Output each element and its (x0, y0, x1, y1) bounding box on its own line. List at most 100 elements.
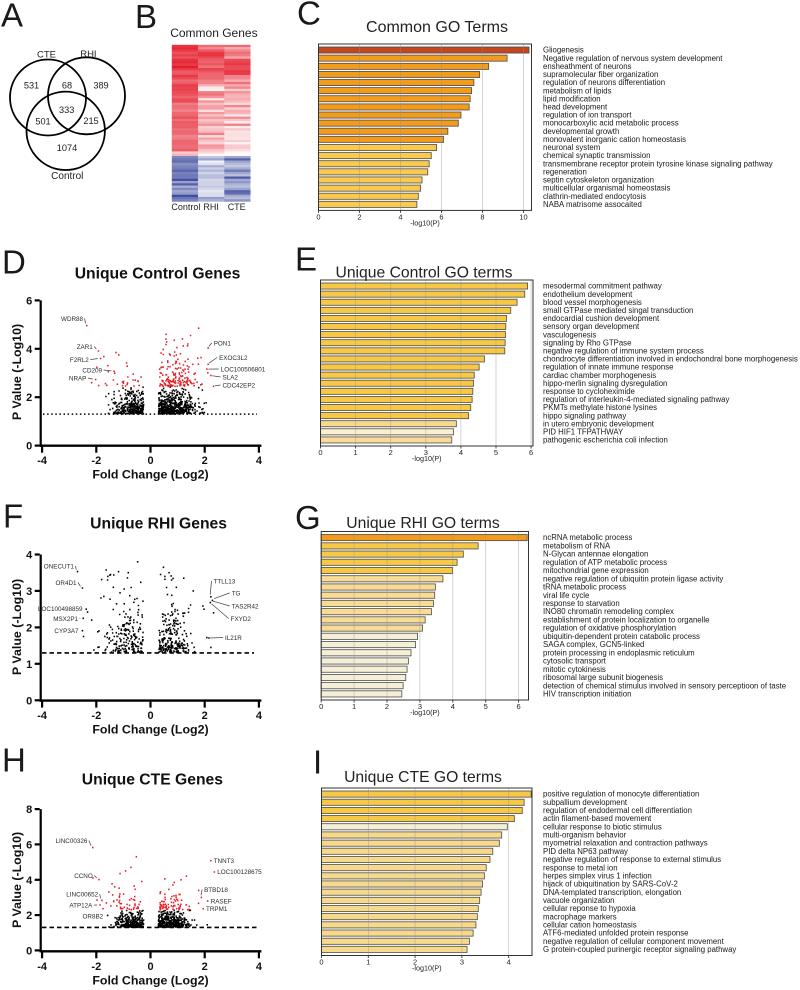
svg-text:Fold Change (Log2): Fold Change (Log2) (92, 723, 208, 737)
svg-text:LOC100498859: LOC100498859 (38, 606, 83, 613)
svg-text:6: 6 (517, 702, 521, 711)
svg-text:negative regulation of ubiquit: negative regulation of ubiquitin protein… (543, 574, 723, 583)
svg-text:5: 5 (484, 702, 488, 711)
svg-text:regulation of interleukin-4-me: regulation of interleukin-4-mediated sig… (543, 395, 729, 404)
svg-text:-2: -2 (91, 455, 101, 467)
svg-text:ONECUT1: ONECUT1 (44, 564, 75, 571)
svg-text:LOC100506801: LOC100506801 (221, 367, 266, 374)
svg-text:LINC00326: LINC00326 (56, 838, 88, 845)
svg-text:HIV transcription initiation: HIV transcription initiation (543, 690, 631, 699)
svg-text:389: 389 (93, 81, 108, 91)
svg-text:in utero embryonic development: in utero embryonic development (543, 419, 655, 428)
svg-text:developmental growth: developmental growth (543, 127, 619, 136)
svg-text:RASEF: RASEF (211, 899, 232, 906)
svg-text:myometrial relaxation and cont: myometrial relaxation and contraction pa… (543, 839, 708, 848)
svg-text:-4: -4 (37, 710, 48, 722)
svg-text:multicellular organismal homeo: multicellular organismal homeostasis (543, 184, 671, 193)
svg-text:response to starvation: response to starvation (543, 599, 620, 608)
svg-text:2: 2 (385, 702, 389, 711)
svg-text:CTE: CTE (228, 202, 246, 212)
svg-text:Unique Control Genes: Unique Control Genes (75, 266, 241, 283)
svg-text:1: 1 (354, 448, 358, 457)
svg-text:1: 1 (26, 659, 32, 671)
svg-text:EXOC3L2: EXOC3L2 (219, 355, 248, 362)
svg-text:CDC42EP2: CDC42EP2 (223, 383, 256, 390)
svg-text:hippo signaling pathway: hippo signaling pathway (543, 411, 626, 420)
svg-text:G: G (295, 499, 321, 536)
svg-text:1074: 1074 (57, 143, 77, 153)
svg-text:0: 0 (316, 212, 320, 221)
svg-text:-log10(P): -log10(P) (410, 218, 440, 227)
svg-text:2: 2 (202, 455, 208, 467)
svg-text:CTE: CTE (37, 50, 56, 61)
svg-text:PID delta NP63 pathway: PID delta NP63 pathway (543, 847, 628, 856)
svg-text:0: 0 (147, 455, 153, 467)
svg-text:multi-organism behavior: multi-organism behavior (543, 831, 627, 840)
svg-text:D: D (2, 244, 26, 281)
svg-text:OR8B2: OR8B2 (83, 914, 104, 921)
svg-text:4: 4 (256, 710, 263, 722)
svg-text:0: 0 (26, 945, 32, 957)
svg-text:cellular reponse to hypoxia: cellular reponse to hypoxia (543, 904, 636, 913)
svg-text:0: 0 (147, 710, 153, 722)
svg-text:regeneration: regeneration (543, 168, 587, 177)
svg-text:lipid modification: lipid modification (543, 94, 601, 103)
svg-text:2: 2 (413, 958, 417, 967)
svg-text:10: 10 (519, 212, 527, 221)
svg-text:3: 3 (418, 702, 422, 711)
svg-text:Control: Control (171, 202, 200, 212)
svg-text:DNA-templated transcription, e: DNA-templated transcription, elongation (543, 888, 681, 897)
svg-text:vasculogenesis: vasculogenesis (543, 330, 596, 339)
svg-text:CD209: CD209 (82, 368, 102, 375)
svg-text:negative regulation of cellula: negative regulation of cellular componen… (543, 937, 725, 946)
svg-text:negative regulation of immune: negative regulation of immune system pro… (543, 347, 704, 356)
svg-text:NRAP: NRAP (69, 376, 87, 383)
svg-text:chemical synaptic transmission: chemical synaptic transmission (543, 151, 650, 160)
svg-text:215: 215 (83, 116, 98, 126)
svg-text:BTBD18: BTBD18 (204, 887, 228, 894)
svg-text:TAS2R42: TAS2R42 (232, 604, 259, 611)
svg-text:333: 333 (59, 105, 74, 115)
svg-text:ribosomal large subunit biogen: ribosomal large subunit biogenesis (543, 673, 663, 682)
svg-text:Gliogenesis: Gliogenesis (543, 46, 584, 55)
svg-text:RHI: RHI (80, 49, 96, 60)
svg-text:6: 6 (529, 448, 533, 457)
svg-text:ncRNA metabolic process: ncRNA metabolic process (543, 533, 632, 542)
svg-text:P Value (-Log10): P Value (-Log10) (10, 832, 24, 928)
svg-text:endothelium development: endothelium development (543, 290, 633, 299)
svg-text:0: 0 (26, 695, 32, 707)
svg-text:B: B (135, 0, 157, 35)
svg-text:supramolecular fiber organizat: supramolecular fiber organization (543, 70, 658, 79)
svg-text:0: 0 (26, 441, 32, 453)
svg-text:WDR88: WDR88 (61, 316, 84, 323)
svg-text:OR4D1: OR4D1 (56, 580, 77, 587)
svg-text:actin filament-based movement: actin filament-based movement (543, 814, 652, 823)
svg-text:regulation of neurons differen: regulation of neurons differentiation (543, 78, 665, 87)
svg-text:G protein-coupled purinergic r: G protein-coupled purinergic receptor si… (543, 945, 736, 954)
svg-text:F2RL2: F2RL2 (70, 357, 89, 364)
svg-text:531: 531 (24, 81, 39, 91)
svg-text:PID HIF1 TFPATHWAY: PID HIF1 TFPATHWAY (543, 427, 624, 436)
svg-text:endocardial cushion developmen: endocardial cushion development (543, 314, 660, 323)
svg-text:macrophage markers: macrophage markers (543, 912, 617, 921)
svg-text:6: 6 (26, 839, 32, 851)
svg-text:chondrocyte differentiation in: chondrocyte differentiation involved in … (543, 355, 798, 364)
svg-text:INO80 chromatin remodeling com: INO80 chromatin remodeling complex (543, 607, 674, 616)
svg-text:C: C (297, 0, 321, 32)
svg-text:tRNA metabolic process: tRNA metabolic process (543, 583, 626, 592)
svg-text:pathogenic escherichia coli in: pathogenic escherichia coli infection (543, 436, 668, 445)
svg-text:0: 0 (147, 961, 153, 973)
svg-text:4: 4 (26, 550, 33, 562)
svg-text:8: 8 (480, 212, 484, 221)
svg-text:regulation of innate immune re: regulation of innate immune response (543, 363, 673, 372)
svg-text:2: 2 (26, 622, 32, 634)
svg-text:3: 3 (460, 958, 464, 967)
svg-text:-4: -4 (37, 455, 48, 467)
svg-text:viral life cycle: viral life cycle (543, 591, 589, 600)
svg-text:response to metal ion: response to metal ion (543, 863, 618, 872)
svg-text:P Value (-Log10): P Value (-Log10) (10, 579, 24, 675)
svg-text:A: A (1, 0, 23, 34)
svg-text:2: 2 (26, 392, 32, 404)
svg-text:0: 0 (319, 958, 323, 967)
svg-text:CYP3A7: CYP3A7 (54, 628, 79, 635)
